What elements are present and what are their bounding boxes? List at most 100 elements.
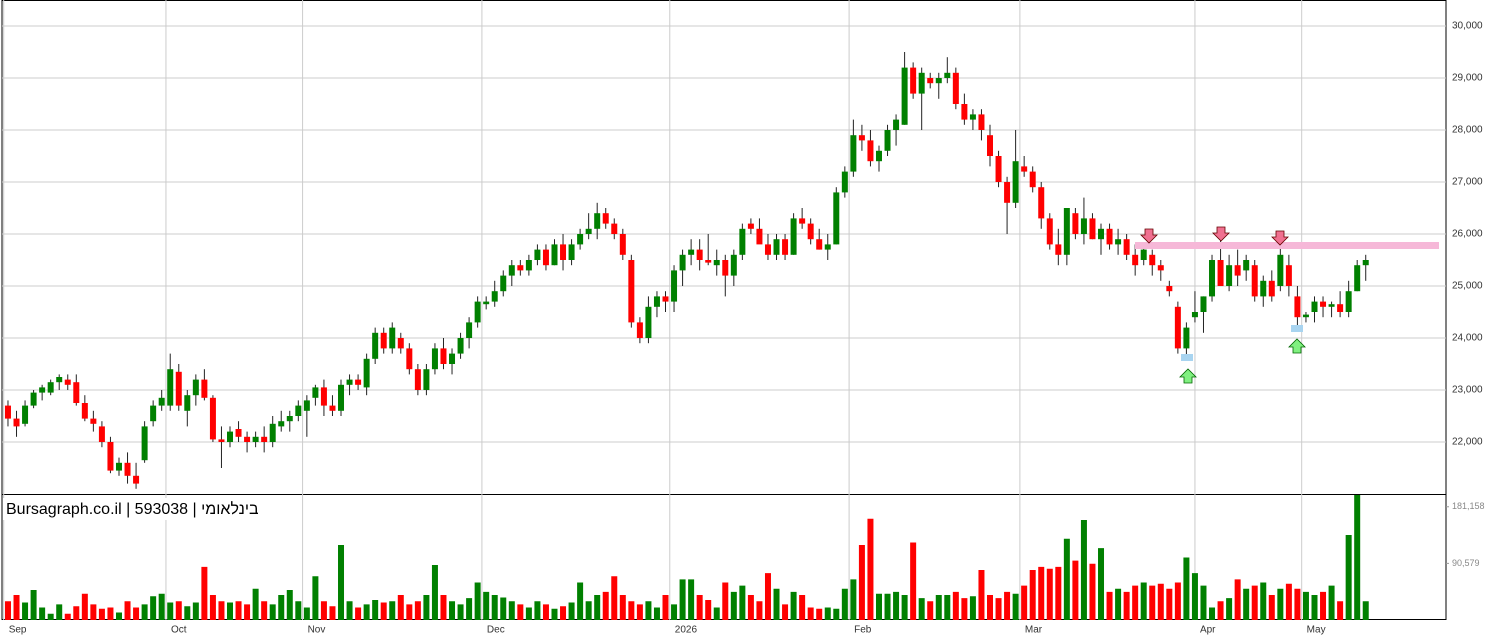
volume-bar [98,608,105,620]
candle-body [969,114,976,120]
candle-body [833,192,840,245]
candle-body [696,249,703,260]
candle-body [1234,265,1241,276]
volume-bar [1055,566,1062,620]
y2-tick-label: 181,158 [1452,501,1485,511]
volume-bar [4,601,11,620]
volume-bar [551,608,558,620]
volume-bar [1217,601,1224,620]
candle-body [1149,254,1156,266]
candle-body [167,369,174,406]
volume-bar [688,579,695,620]
volume-bar [13,595,20,620]
candle-body [406,348,413,370]
volume-bar [875,593,882,620]
volume-bar [209,595,216,620]
candle-body [1277,254,1284,286]
candle-body [594,213,601,229]
candle-body [987,135,993,156]
candle-body [184,395,191,411]
down-arrow [1140,228,1158,244]
candle-body [227,431,233,442]
volume-bar [816,608,823,620]
volume-bar [90,604,97,620]
y-tick-label: 27,000 [1452,177,1483,188]
candle-body [209,397,216,440]
candle-body [1311,301,1318,312]
volume-bar [1200,585,1207,620]
candle-body [449,353,456,364]
volume-bar [1226,598,1233,620]
volume-bar [500,597,507,620]
x-tick-label: Apr [1200,625,1216,636]
volume-bar [1106,591,1113,620]
candle-body [611,223,618,234]
volume-bar [235,601,242,620]
volume-bar [1294,588,1301,620]
volume-bar [1234,579,1241,620]
candle-body [1354,265,1361,292]
volume-bar [30,590,37,620]
candle-body [1337,304,1344,312]
candle-body [645,306,652,338]
candle-body [414,369,421,390]
candle-body [910,67,917,94]
volume-bar [1157,583,1164,620]
volume-bar [978,570,985,620]
volume-bar [645,601,652,620]
y-tick-label: 26,000 [1452,229,1483,240]
y-tick-label: 25,000 [1452,281,1483,292]
candle-body [346,379,353,385]
candle-body [1328,304,1335,307]
volume-bar [833,608,840,620]
volume-bar [1277,588,1284,620]
candle-body [1226,265,1233,286]
candle-body [124,462,131,476]
candle-body [338,384,345,411]
candle-body [739,228,746,255]
volume-bar [1004,591,1011,620]
candle-body [115,462,122,471]
x-tick-label: Feb [854,625,872,636]
volume-bar [414,601,421,620]
candle-body [551,244,558,266]
volume-bar [1337,601,1344,620]
volume-bar [534,601,541,620]
volume-bar [662,595,669,620]
volume-bar [1243,588,1250,620]
candle-body [1251,265,1258,297]
x-tick-label: Dec [487,625,505,636]
candle-body [440,348,447,364]
volume-bar [397,595,404,620]
x-tick-label: Sep [9,625,27,636]
up-arrow [1288,338,1306,354]
volume-bar [1140,582,1147,620]
volume-bar [201,566,208,620]
frame [1,0,1447,620]
candle-body [218,439,225,442]
candle-body [1063,208,1070,255]
volume-bar [1063,538,1070,620]
volume-bar [47,613,54,620]
candle-body [756,228,763,245]
candle-body [952,72,959,104]
volume-bar [286,590,293,620]
volume-bar [457,604,464,620]
volume-bar [363,604,370,620]
down-arrow [1212,226,1230,242]
volume-bar [423,595,430,620]
candle-body [22,405,29,424]
candle-body [1106,228,1113,245]
candle-body [1021,166,1028,172]
volume-bar [141,604,148,620]
volume-bar [1345,535,1352,620]
candle-body [56,377,63,383]
volume-bar [303,607,310,620]
y-tick-label: 30,000 [1452,21,1483,32]
candle-body [1098,228,1105,240]
candle-body [1012,161,1019,203]
volume-bar [115,612,122,620]
volume-bar [1166,588,1173,620]
volume-bar [1123,591,1130,620]
